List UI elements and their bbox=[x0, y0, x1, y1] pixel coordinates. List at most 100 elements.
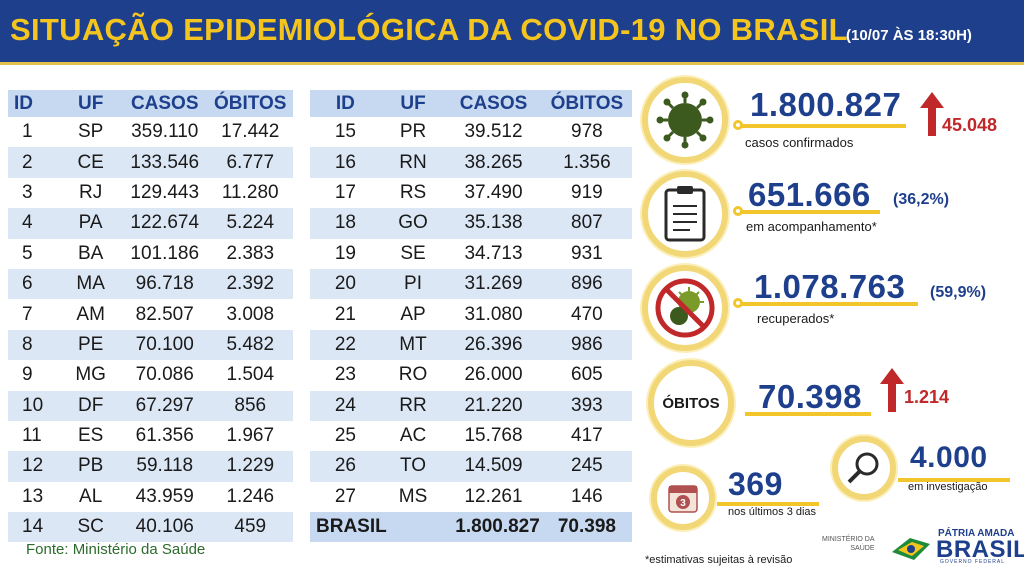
row-deaths: 2.392 bbox=[207, 268, 293, 300]
table-row: 4 PA 122.674 5.224 bbox=[8, 208, 293, 239]
calendar-day: 3 bbox=[680, 498, 686, 509]
row-cases: 35.138 bbox=[445, 208, 542, 239]
row-id: 15 bbox=[310, 117, 381, 148]
row-cases: 39.512 bbox=[445, 117, 542, 148]
col-id-header: ID bbox=[310, 90, 381, 117]
row-cases: 122.674 bbox=[121, 208, 208, 239]
recovered-circle bbox=[642, 265, 728, 351]
logo-sub: GOVERNO FEDERAL bbox=[940, 559, 1006, 565]
row-deaths: 1.246 bbox=[207, 481, 293, 513]
row-cases: 26.000 bbox=[445, 360, 542, 391]
row-uf: AM bbox=[59, 299, 122, 330]
row-cases: 359.110 bbox=[121, 117, 208, 148]
total-row: BRASIL 1.800.827 70.398 bbox=[310, 512, 632, 543]
row-cases: 70.086 bbox=[121, 360, 208, 391]
table-row: 17 RS 37.490 919 bbox=[310, 177, 632, 209]
investigation-underline bbox=[898, 478, 1010, 482]
row-cases: 21.220 bbox=[445, 390, 542, 421]
row-cases: 26.396 bbox=[445, 329, 542, 361]
col-id-header: ID bbox=[8, 90, 60, 117]
row-deaths: 393 bbox=[541, 390, 632, 421]
deaths-increase: 1.214 bbox=[904, 387, 950, 407]
table-row: 18 GO 35.138 807 bbox=[310, 208, 632, 239]
table-row: 19 SE 34.713 931 bbox=[310, 238, 632, 269]
virus-icon bbox=[656, 91, 714, 149]
row-deaths: 856 bbox=[207, 390, 293, 421]
row-uf: RR bbox=[380, 390, 446, 421]
row-deaths: 896 bbox=[541, 268, 632, 300]
row-id: 16 bbox=[310, 147, 381, 178]
connector-dot bbox=[733, 206, 743, 216]
row-id: 11 bbox=[8, 420, 60, 452]
confirmed-label: casos confirmados bbox=[745, 135, 854, 150]
table-row: 12 PB 59.118 1.229 bbox=[8, 451, 293, 482]
monitoring-circle bbox=[642, 171, 728, 257]
table-row: 21 AP 31.080 470 bbox=[310, 299, 632, 330]
row-deaths: 2.383 bbox=[207, 238, 293, 269]
table-row: 1 SP 359.110 17.442 bbox=[8, 117, 293, 148]
row-deaths: 5.224 bbox=[207, 208, 293, 239]
table-row: 16 RN 38.265 1.356 bbox=[310, 147, 632, 178]
confirmed-value: 1.800.827 bbox=[750, 86, 902, 123]
row-deaths: 11.280 bbox=[207, 177, 293, 209]
row-deaths: 807 bbox=[541, 208, 632, 239]
row-id: 5 bbox=[8, 238, 60, 269]
row-deaths: 470 bbox=[541, 299, 632, 330]
row-deaths: 17.442 bbox=[207, 117, 293, 148]
row-uf: BA bbox=[59, 238, 122, 269]
row-id: 18 bbox=[310, 208, 381, 239]
row-uf: CE bbox=[59, 147, 122, 178]
row-cases: 31.269 bbox=[445, 268, 542, 300]
states-table-left: ID UF CASOS ÓBITOS 1 SP 359.110 17.442 2 CE 13… bbox=[8, 90, 293, 543]
row-uf: RN bbox=[380, 147, 446, 178]
confirmed-increase: 45.048 bbox=[942, 115, 998, 135]
row-id: 24 bbox=[310, 390, 381, 421]
row-id: 19 bbox=[310, 238, 381, 269]
deaths-circle-label: ÓBITOS bbox=[662, 394, 720, 412]
last3days-label: nos últimos 3 dias bbox=[728, 506, 817, 518]
row-deaths: 417 bbox=[541, 420, 632, 452]
row-uf: ES bbox=[59, 420, 122, 452]
row-cases: 59.118 bbox=[121, 451, 208, 482]
row-uf: RO bbox=[380, 360, 446, 391]
row-cases: 31.080 bbox=[445, 299, 542, 330]
table-row: 14 SC 40.106 459 bbox=[8, 512, 293, 543]
row-uf: SP bbox=[59, 117, 122, 148]
connector-dot bbox=[733, 298, 743, 308]
row-uf: RS bbox=[380, 177, 446, 209]
deaths-underline bbox=[745, 412, 871, 416]
row-id: 20 bbox=[310, 268, 381, 300]
row-deaths: 919 bbox=[541, 177, 632, 209]
row-uf: DF bbox=[59, 390, 122, 421]
row-deaths: 459 bbox=[207, 512, 293, 543]
row-cases: 129.443 bbox=[121, 177, 208, 209]
table-row: 13 AL 43.959 1.246 bbox=[8, 481, 293, 513]
row-cases: 96.718 bbox=[121, 268, 208, 300]
row-id: 3 bbox=[8, 177, 60, 209]
deaths-value: 70.398 bbox=[758, 378, 862, 415]
row-deaths: 1.504 bbox=[207, 360, 293, 391]
total-deaths: 70.398 bbox=[541, 512, 632, 543]
row-deaths: 146 bbox=[541, 481, 632, 513]
row-deaths: 6.777 bbox=[207, 147, 293, 178]
row-cases: 37.490 bbox=[445, 177, 542, 209]
clipboard-icon bbox=[664, 186, 706, 242]
table-row: 11 ES 61.356 1.967 bbox=[8, 420, 293, 452]
table-row: 27 MS 12.261 146 bbox=[310, 481, 632, 513]
row-uf: AP bbox=[380, 299, 446, 330]
row-cases: 61.356 bbox=[121, 420, 208, 452]
col-deaths-header: ÓBITOS bbox=[207, 90, 293, 117]
row-id: 12 bbox=[8, 451, 60, 482]
row-id: 4 bbox=[8, 208, 60, 239]
no-virus-icon bbox=[655, 278, 715, 338]
recovered-underline bbox=[740, 302, 918, 306]
logo-word: BRASIL bbox=[936, 536, 1024, 563]
row-id: 17 bbox=[310, 177, 381, 209]
row-cases: 12.261 bbox=[445, 481, 542, 513]
row-cases: 82.507 bbox=[121, 299, 208, 330]
brasil-flag-logo bbox=[892, 538, 930, 560]
table-row: 8 PE 70.100 5.482 bbox=[8, 329, 293, 361]
row-id: 9 bbox=[8, 360, 60, 391]
table-row: 5 BA 101.186 2.383 bbox=[8, 238, 293, 269]
ministry-label: MINISTÉRIO DA SAÚDE bbox=[822, 535, 875, 553]
